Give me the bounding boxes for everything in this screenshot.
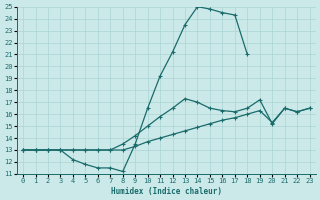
X-axis label: Humidex (Indice chaleur): Humidex (Indice chaleur) bbox=[111, 187, 222, 196]
